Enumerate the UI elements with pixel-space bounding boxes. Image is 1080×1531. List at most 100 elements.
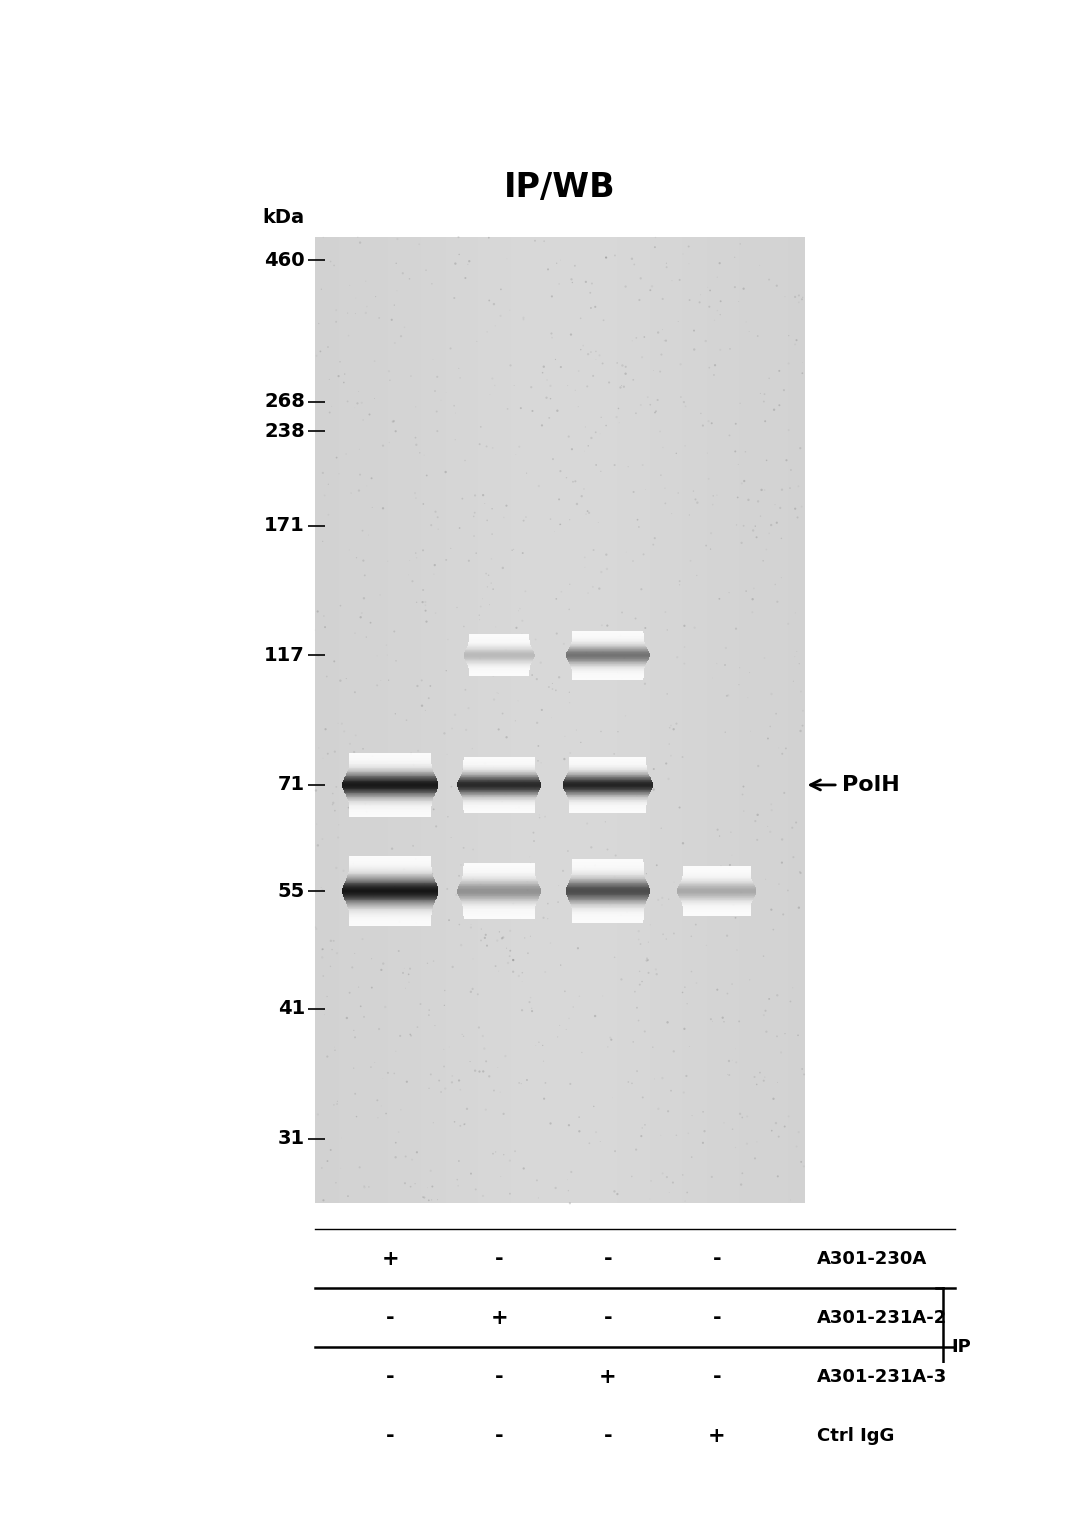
Point (379, 1061, 396, 1085)
Point (510, 689, 527, 713)
Point (339, 1183, 356, 1208)
Point (653, 893, 671, 917)
Point (397, 1144, 415, 1168)
Point (517, 505, 535, 530)
Point (643, 1168, 660, 1193)
Point (658, 926, 675, 951)
Point (735, 799, 753, 824)
Point (634, 1085, 651, 1110)
Point (552, 511, 569, 536)
Bar (690, 237, 699, 1203)
Point (524, 998, 541, 1023)
Point (437, 380, 455, 404)
Point (307, 879, 324, 903)
Point (687, 487, 704, 511)
Point (475, 1036, 492, 1061)
Point (446, 703, 463, 727)
Point (461, 1049, 478, 1073)
Bar (478, 237, 486, 1203)
Point (415, 491, 432, 516)
Bar (429, 237, 437, 1203)
Point (723, 821, 740, 845)
Point (415, 890, 432, 914)
Point (570, 1105, 588, 1130)
Point (350, 478, 367, 502)
Point (724, 972, 741, 997)
Point (748, 1130, 766, 1154)
Point (632, 932, 649, 957)
Bar (683, 237, 690, 1203)
Point (490, 958, 508, 983)
Point (341, 732, 359, 756)
Bar (593, 237, 600, 1203)
Point (586, 294, 604, 318)
Point (498, 726, 515, 750)
Point (591, 343, 608, 367)
Point (674, 831, 691, 856)
Point (687, 912, 704, 937)
Point (329, 710, 347, 735)
Point (771, 496, 788, 521)
Point (487, 1139, 504, 1164)
Point (307, 619, 324, 643)
Point (314, 530, 332, 554)
Point (404, 833, 421, 857)
Text: 71: 71 (278, 775, 305, 795)
Point (424, 949, 442, 974)
Point (632, 392, 649, 416)
Point (359, 769, 376, 793)
Point (593, 896, 610, 920)
Point (598, 614, 616, 638)
Point (711, 586, 728, 611)
Point (769, 983, 786, 1007)
Point (769, 589, 786, 614)
Point (770, 736, 787, 761)
Text: +: + (490, 1307, 508, 1327)
Point (422, 513, 440, 537)
Point (755, 389, 772, 413)
Point (565, 995, 582, 1020)
Point (561, 680, 578, 704)
Point (553, 579, 570, 603)
Point (662, 744, 679, 769)
Point (582, 295, 599, 320)
Point (633, 577, 650, 602)
Point (607, 844, 624, 868)
Point (622, 876, 639, 900)
Point (470, 1015, 487, 1040)
Point (332, 1156, 349, 1180)
Point (407, 433, 424, 458)
Point (773, 850, 791, 874)
Point (338, 666, 355, 690)
Point (686, 337, 703, 361)
Point (381, 367, 399, 392)
Point (627, 326, 645, 351)
Point (325, 649, 342, 674)
Point (642, 912, 659, 937)
Point (612, 769, 630, 793)
Point (402, 364, 419, 389)
Point (593, 612, 610, 637)
Point (406, 1171, 423, 1196)
Point (449, 1173, 467, 1197)
Point (692, 401, 710, 426)
Point (390, 939, 407, 963)
Point (494, 926, 511, 951)
Point (594, 984, 611, 1009)
Point (686, 318, 703, 343)
Point (789, 475, 807, 499)
Point (579, 499, 596, 524)
Point (508, 442, 525, 467)
Point (437, 459, 455, 484)
Bar (633, 237, 642, 1203)
Point (521, 845, 538, 870)
Point (582, 834, 599, 859)
Point (711, 251, 728, 276)
Point (363, 465, 380, 490)
Point (542, 386, 559, 410)
Point (552, 459, 569, 484)
Point (405, 753, 422, 778)
Point (756, 478, 773, 502)
Point (711, 824, 728, 848)
Point (336, 720, 353, 744)
